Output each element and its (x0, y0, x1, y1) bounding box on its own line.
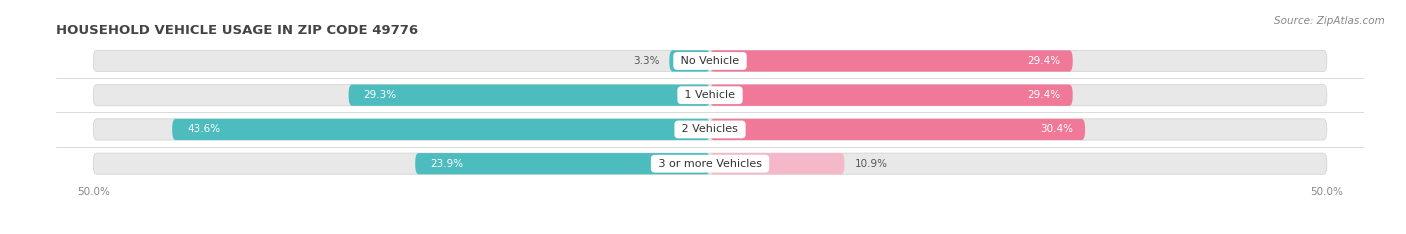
Text: No Vehicle: No Vehicle (678, 56, 742, 66)
Text: 1 Vehicle: 1 Vehicle (682, 90, 738, 100)
FancyBboxPatch shape (93, 50, 1327, 72)
FancyBboxPatch shape (93, 119, 1327, 140)
Text: HOUSEHOLD VEHICLE USAGE IN ZIP CODE 49776: HOUSEHOLD VEHICLE USAGE IN ZIP CODE 4977… (56, 24, 419, 37)
Text: 2 Vehicles: 2 Vehicles (678, 124, 742, 135)
Text: 30.4%: 30.4% (1039, 124, 1073, 135)
FancyBboxPatch shape (349, 84, 710, 106)
FancyBboxPatch shape (93, 84, 1327, 106)
FancyBboxPatch shape (669, 50, 710, 72)
Text: 10.9%: 10.9% (855, 159, 887, 169)
Text: 29.4%: 29.4% (1028, 56, 1060, 66)
FancyBboxPatch shape (93, 153, 1327, 174)
FancyBboxPatch shape (710, 119, 1085, 140)
FancyBboxPatch shape (710, 84, 1073, 106)
Text: 29.3%: 29.3% (363, 90, 396, 100)
FancyBboxPatch shape (710, 50, 1073, 72)
FancyBboxPatch shape (415, 153, 710, 174)
FancyBboxPatch shape (710, 153, 845, 174)
Text: 43.6%: 43.6% (187, 124, 221, 135)
Text: 29.4%: 29.4% (1028, 90, 1060, 100)
Text: 3 or more Vehicles: 3 or more Vehicles (655, 159, 765, 169)
FancyBboxPatch shape (172, 119, 710, 140)
Text: 3.3%: 3.3% (633, 56, 659, 66)
Text: 23.9%: 23.9% (430, 159, 463, 169)
Text: Source: ZipAtlas.com: Source: ZipAtlas.com (1274, 16, 1385, 26)
